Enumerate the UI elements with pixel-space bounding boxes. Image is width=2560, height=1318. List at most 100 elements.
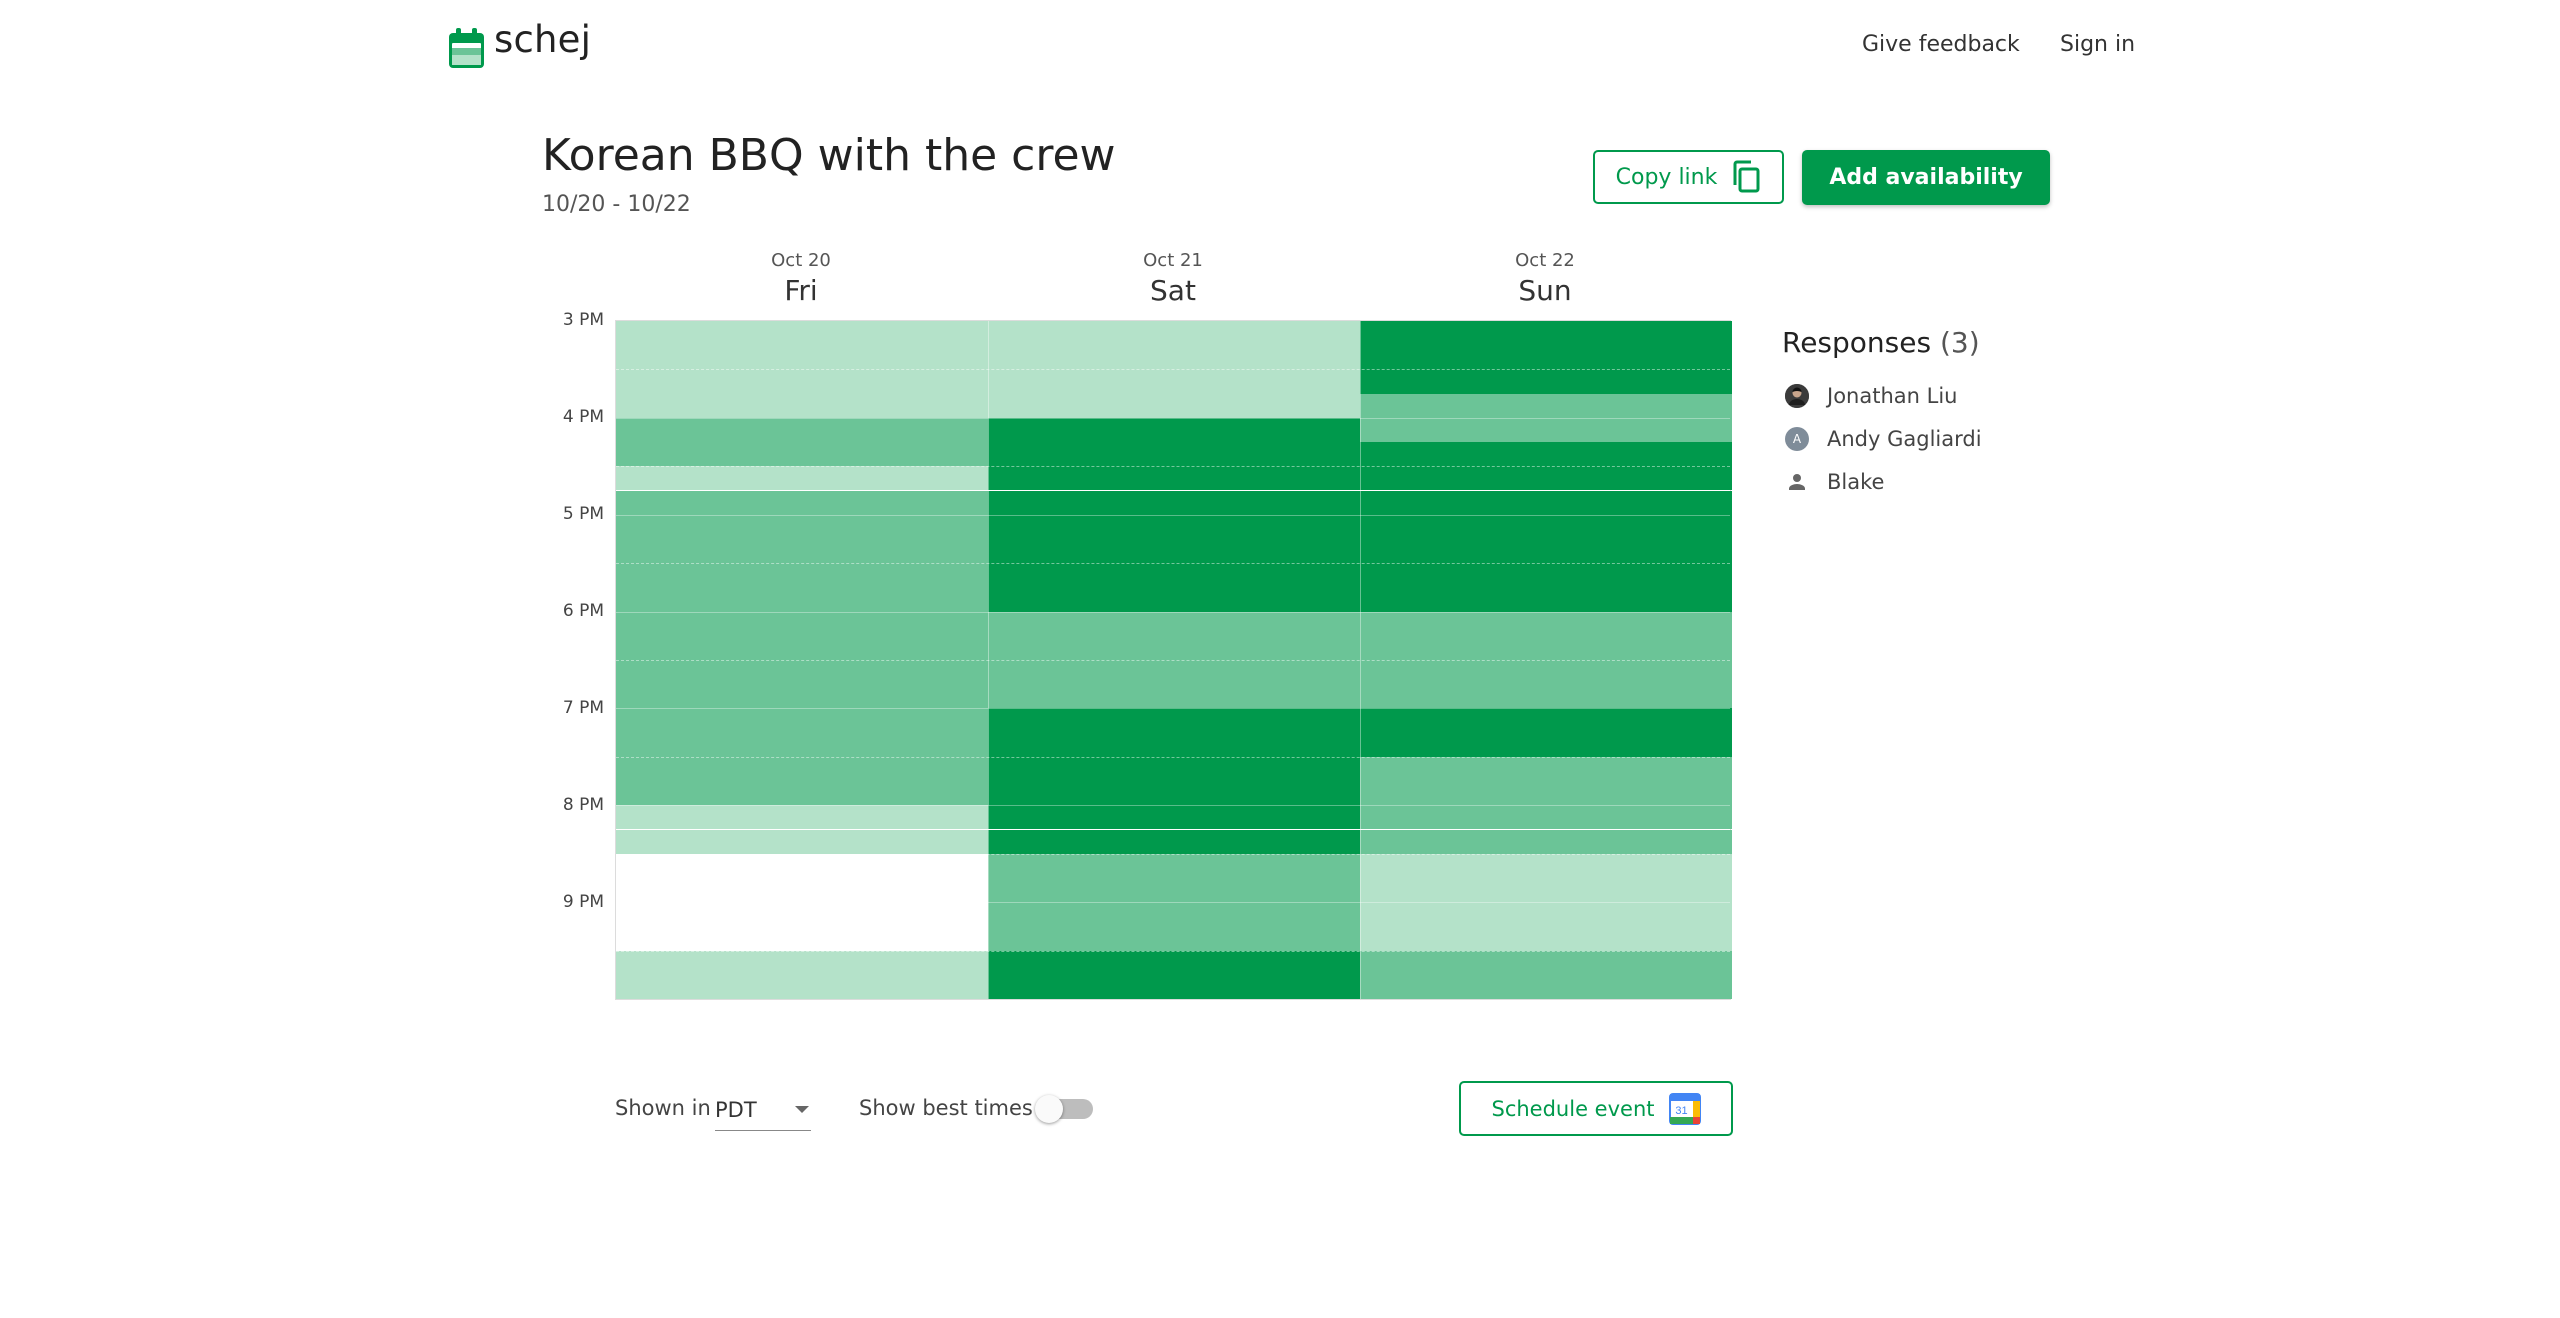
availability-grid[interactable]	[615, 320, 1732, 1000]
availability-slot[interactable]	[988, 321, 1360, 346]
availability-slot[interactable]	[616, 781, 988, 806]
response-item[interactable]: Jonathan Liu	[1785, 381, 1957, 411]
availability-slot[interactable]	[988, 393, 1360, 418]
availability-slot[interactable]	[616, 369, 988, 394]
availability-slot[interactable]	[988, 708, 1360, 733]
availability-slot[interactable]	[616, 877, 988, 903]
availability-slot[interactable]	[1360, 321, 1732, 346]
availability-slot[interactable]	[1360, 829, 1732, 854]
availability-slot[interactable]	[988, 926, 1360, 951]
availability-slot[interactable]	[988, 538, 1360, 564]
availability-slot[interactable]	[616, 417, 988, 443]
availability-slot[interactable]	[616, 514, 988, 539]
availability-slot[interactable]	[1360, 587, 1732, 612]
availability-slot[interactable]	[1360, 369, 1732, 394]
availability-slot[interactable]	[988, 756, 1360, 782]
response-item[interactable]: A Andy Gagliardi	[1785, 424, 1982, 454]
availability-slot[interactable]	[616, 563, 988, 588]
availability-slot[interactable]	[616, 611, 988, 636]
availability-slot[interactable]	[1360, 781, 1732, 806]
availability-slot[interactable]	[616, 732, 988, 757]
copy-icon	[1733, 160, 1760, 193]
availability-slot[interactable]	[1360, 732, 1732, 757]
availability-slot[interactable]	[616, 345, 988, 370]
availability-slot[interactable]	[988, 514, 1360, 539]
availability-slot[interactable]	[1360, 877, 1732, 903]
availability-slot[interactable]	[616, 756, 988, 782]
availability-slot[interactable]	[988, 853, 1360, 878]
availability-slot[interactable]	[1360, 490, 1732, 515]
availability-slot[interactable]	[616, 902, 988, 927]
availability-slot[interactable]	[616, 950, 988, 975]
availability-slot[interactable]	[988, 442, 1360, 467]
availability-slot[interactable]	[988, 611, 1360, 636]
availability-slot[interactable]	[1360, 635, 1732, 660]
availability-slot[interactable]	[616, 926, 988, 951]
availability-slot[interactable]	[1360, 926, 1732, 951]
sign-in-link[interactable]: Sign in	[2060, 32, 2136, 57]
availability-slot[interactable]	[988, 466, 1360, 491]
availability-slot[interactable]	[1360, 853, 1732, 878]
availability-slot[interactable]	[616, 974, 988, 999]
availability-slot[interactable]	[988, 902, 1360, 927]
availability-slot[interactable]	[616, 829, 988, 854]
copy-link-button[interactable]: Copy link	[1593, 150, 1784, 204]
availability-slot[interactable]	[988, 417, 1360, 443]
schedule-event-button[interactable]: Schedule event 31	[1459, 1081, 1733, 1136]
availability-slot[interactable]	[1360, 684, 1732, 709]
availability-slot[interactable]	[1360, 708, 1732, 733]
availability-slot[interactable]	[988, 490, 1360, 515]
availability-slot[interactable]	[616, 587, 988, 612]
availability-slot[interactable]	[988, 732, 1360, 757]
availability-slot[interactable]	[616, 635, 988, 660]
availability-slot[interactable]	[616, 660, 988, 685]
availability-slot[interactable]	[1360, 393, 1732, 418]
response-item[interactable]: Blake	[1785, 467, 1884, 497]
response-name: Andy Gagliardi	[1827, 427, 1982, 451]
availability-slot[interactable]	[1360, 417, 1732, 443]
availability-slot[interactable]	[616, 538, 988, 564]
availability-slot[interactable]	[988, 805, 1360, 830]
availability-slot[interactable]	[616, 708, 988, 733]
availability-slot[interactable]	[1360, 514, 1732, 539]
availability-slot[interactable]	[1360, 538, 1732, 564]
availability-slot[interactable]	[1360, 563, 1732, 588]
availability-slot[interactable]	[988, 950, 1360, 975]
availability-slot[interactable]	[616, 853, 988, 878]
availability-slot[interactable]	[1360, 902, 1732, 927]
add-availability-button[interactable]: Add availability	[1802, 150, 2050, 205]
availability-slot[interactable]	[1360, 950, 1732, 975]
availability-slot[interactable]	[988, 829, 1360, 854]
response-name: Blake	[1827, 470, 1885, 494]
availability-slot[interactable]	[988, 635, 1360, 660]
schej-logo-icon[interactable]	[449, 28, 484, 68]
show-best-times-toggle[interactable]	[1035, 1095, 1093, 1123]
availability-slot[interactable]	[988, 369, 1360, 394]
availability-slot[interactable]	[1360, 805, 1732, 830]
availability-slot[interactable]	[1360, 345, 1732, 370]
availability-slot[interactable]	[616, 490, 988, 515]
availability-slot[interactable]	[1360, 466, 1732, 491]
timezone-select[interactable]: PDT	[715, 1090, 811, 1131]
availability-slot[interactable]	[988, 684, 1360, 709]
availability-slot[interactable]	[1360, 974, 1732, 999]
availability-slot[interactable]	[1360, 442, 1732, 467]
availability-slot[interactable]	[988, 587, 1360, 612]
availability-slot[interactable]	[988, 345, 1360, 370]
availability-slot[interactable]	[616, 442, 988, 467]
availability-slot[interactable]	[1360, 660, 1732, 685]
availability-slot[interactable]	[616, 684, 988, 709]
availability-slot[interactable]	[988, 660, 1360, 685]
availability-slot[interactable]	[988, 563, 1360, 588]
availability-slot[interactable]	[616, 321, 988, 346]
availability-slot[interactable]	[1360, 611, 1732, 636]
give-feedback-link[interactable]: Give feedback	[1862, 32, 2020, 57]
availability-slot[interactable]	[988, 877, 1360, 903]
availability-slot[interactable]	[1360, 756, 1732, 782]
availability-slot[interactable]	[988, 781, 1360, 806]
availability-slot[interactable]	[616, 805, 988, 830]
logo-text[interactable]: schej	[494, 18, 592, 61]
availability-slot[interactable]	[616, 466, 988, 491]
availability-slot[interactable]	[616, 393, 988, 418]
availability-slot[interactable]	[988, 974, 1360, 999]
